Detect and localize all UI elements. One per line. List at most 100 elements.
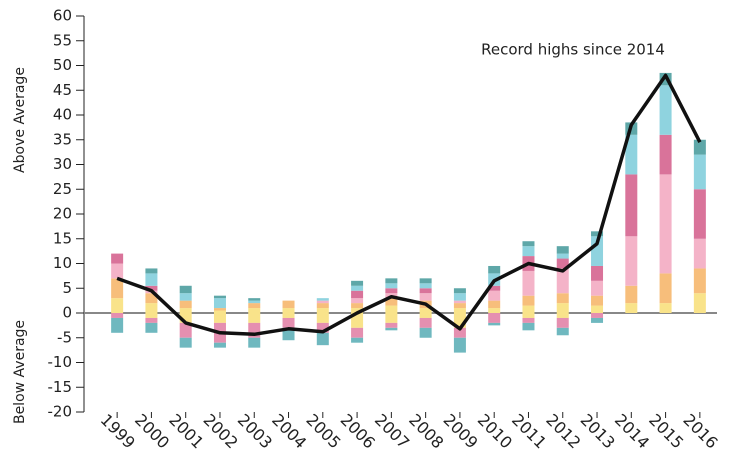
- y-label-above: Above Average: [12, 67, 28, 173]
- bar-segment: [351, 327, 364, 338]
- bar-segment: [111, 253, 124, 264]
- bar-segment: [556, 317, 569, 328]
- x-tick-label: 2014: [611, 410, 653, 452]
- bar-segment: [179, 293, 192, 301]
- bar-segment: [385, 327, 398, 331]
- bar-segment: [316, 300, 329, 304]
- bar-segment: [419, 278, 432, 284]
- bar-segment: [556, 293, 569, 304]
- bar-segment: [591, 236, 604, 266]
- bar-segment: [522, 241, 535, 247]
- bar-segment: [625, 285, 638, 304]
- bar-segment: [385, 278, 398, 284]
- bar-segment: [522, 246, 535, 257]
- bar-segment: [179, 285, 192, 294]
- bar-segment: [111, 317, 124, 333]
- bar-segment: [522, 317, 535, 323]
- bar-segment: [145, 313, 158, 318]
- bar-segment: [453, 300, 466, 304]
- bar-segment: [213, 308, 226, 311]
- bar-segment: [419, 293, 432, 301]
- y-tick-label: 60: [53, 7, 72, 25]
- bar-segment: [351, 298, 364, 304]
- bar-segment: [248, 308, 261, 313]
- x-tick-label: 2005: [302, 410, 344, 452]
- x-tick-label: 2011: [508, 410, 550, 452]
- bar-segment: [248, 313, 261, 323]
- bar-segment: [282, 313, 295, 318]
- bar-segment: [213, 310, 226, 313]
- bar-segment: [385, 313, 398, 323]
- bar-segment: [179, 313, 192, 323]
- bar-segment: [488, 322, 501, 326]
- bar-segment: [282, 317, 295, 328]
- x-tick-label: 1999: [97, 410, 139, 452]
- bar-segment: [385, 288, 398, 294]
- bar-segment: [453, 288, 466, 294]
- bar-segment: [453, 293, 466, 301]
- bar-segment: [179, 300, 192, 309]
- bar-segment: [316, 322, 329, 333]
- bar-segment: [385, 305, 398, 313]
- y-tick-label: 25: [53, 180, 72, 198]
- x-tick-label: 2002: [200, 410, 242, 452]
- bar-segment: [488, 290, 501, 301]
- bar-segment: [145, 322, 158, 333]
- x-tick-label: 2009: [440, 410, 482, 452]
- bar-segment: [351, 313, 364, 328]
- y-label-below: Below Average: [12, 320, 28, 424]
- x-tick-label: 2015: [645, 410, 687, 452]
- bar-segment: [419, 308, 432, 313]
- bar-segment: [213, 298, 226, 309]
- bar-segment: [248, 298, 261, 301]
- y-tick-label: -15: [48, 378, 73, 396]
- bar-segment: [213, 295, 226, 299]
- bar-segment: [591, 231, 604, 237]
- x-tick-label: 2012: [542, 410, 584, 452]
- bar-segment: [453, 303, 466, 309]
- bar-segment: [385, 283, 398, 289]
- x-tick-label: 2000: [131, 410, 173, 452]
- bar-segment: [591, 265, 604, 281]
- y-tick-label: 15: [53, 229, 72, 247]
- bar-segment: [111, 278, 124, 299]
- bar-segment: [111, 263, 124, 279]
- bar-segment: [385, 322, 398, 328]
- bar-segment: [351, 280, 364, 286]
- bar-segment: [625, 134, 638, 175]
- bar-segment: [351, 290, 364, 299]
- bar-segment: [556, 246, 569, 254]
- bar-segment: [625, 303, 638, 313]
- bar-segment: [248, 303, 261, 309]
- annotation: Record highs since 2014: [481, 41, 665, 59]
- bar-segment: [556, 253, 569, 259]
- bar-segment: [659, 134, 672, 175]
- x-tick-label: 2016: [679, 410, 721, 452]
- bar-segment: [419, 288, 432, 294]
- bar-segment: [591, 305, 604, 313]
- bar-segment: [419, 283, 432, 289]
- bar-segment: [556, 258, 569, 269]
- bar-segment: [145, 285, 158, 291]
- bar-segment: [282, 308, 295, 313]
- bar-segment: [145, 293, 158, 304]
- x-tick-label: 2013: [577, 410, 619, 452]
- bar-segment: [419, 313, 432, 318]
- bar-segment: [248, 337, 261, 348]
- bar-segment: [111, 298, 124, 313]
- bar-segment: [522, 295, 535, 306]
- bar-segment: [625, 174, 638, 237]
- bar-segment: [145, 268, 158, 274]
- line: [116, 73, 702, 337]
- y-tick-label: -10: [48, 353, 73, 371]
- bar-segment: [213, 342, 226, 348]
- y-tick-label: 5: [62, 279, 72, 297]
- bar-segment: [556, 313, 569, 318]
- x-tick-label: 2001: [165, 410, 207, 452]
- y-tick-label: 55: [53, 31, 72, 49]
- bar-segment: [316, 313, 329, 323]
- bar-segment: [488, 300, 501, 309]
- bar-segment: [693, 268, 706, 294]
- bar-segment: [556, 303, 569, 313]
